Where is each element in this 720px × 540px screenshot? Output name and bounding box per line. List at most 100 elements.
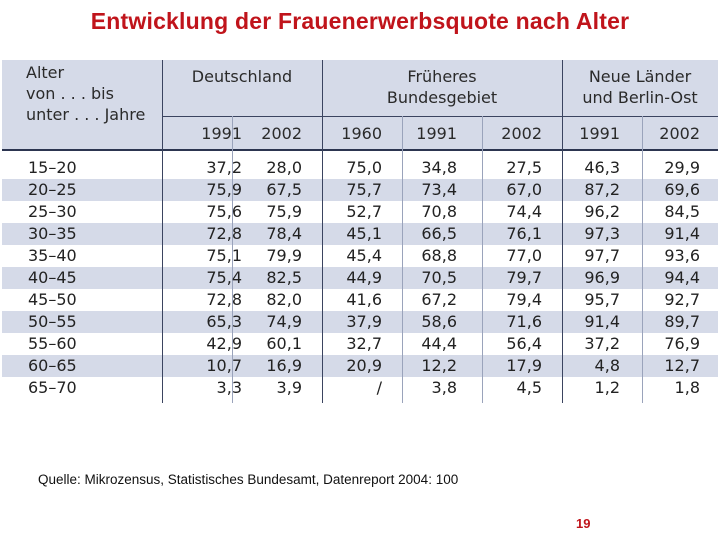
table-cell: 78,4	[266, 224, 302, 243]
table-cell: 34,8	[421, 158, 457, 177]
table-cell: /	[376, 378, 382, 397]
table-cell: 69,6	[664, 180, 700, 199]
table-cell: 71,6	[506, 312, 542, 331]
table-cell: 73,4	[421, 180, 457, 199]
age-label: 55–60	[28, 334, 77, 353]
group-divider	[162, 116, 718, 117]
year-label: 1991	[579, 124, 620, 143]
column-divider	[562, 60, 563, 403]
table-cell: 4,5	[516, 378, 542, 397]
table-cell: 52,7	[346, 202, 382, 221]
table-cell: 96,2	[584, 202, 620, 221]
table-cell: 77,0	[506, 246, 542, 265]
year-label: 1960	[341, 124, 382, 143]
age-label: 65–70	[28, 378, 77, 397]
table-cell: 29,9	[664, 158, 700, 177]
age-label: 40–45	[28, 268, 77, 287]
table-cell: 60,1	[266, 334, 302, 353]
row-header-label: von . . . bis	[26, 84, 114, 103]
table-cell: 10,7	[206, 356, 242, 375]
table-cell: 41,6	[346, 290, 382, 309]
header-background	[2, 60, 718, 150]
table-cell: 75,0	[346, 158, 382, 177]
year-label: 2002	[501, 124, 542, 143]
table-cell: 89,7	[664, 312, 700, 331]
group-label: Deutschland	[191, 67, 293, 86]
table-cell: 56,4	[506, 334, 542, 353]
table-cell: 3,8	[431, 378, 457, 397]
year-divider	[642, 116, 643, 403]
table-cell: 42,9	[206, 334, 242, 353]
group-label: und Berlin-Ost	[582, 88, 698, 107]
row-band	[2, 311, 718, 333]
slide-title: Entwicklung der Frauenerwerbsquote nach …	[90, 8, 630, 34]
table-cell: 58,6	[421, 312, 457, 331]
table-cell: 1,2	[594, 378, 620, 397]
table-cell: 3,3	[216, 378, 242, 397]
age-label: 50–55	[28, 312, 77, 331]
table-cell: 28,0	[266, 158, 302, 177]
table-cell: 70,8	[421, 202, 457, 221]
table-cell: 37,9	[346, 312, 382, 331]
table-cell: 75,9	[266, 202, 302, 221]
table-cell: 79,4	[506, 290, 542, 309]
table-cell: 72,8	[206, 290, 242, 309]
table-cell: 92,7	[664, 290, 700, 309]
age-label: 15–20	[28, 158, 77, 177]
table-cell: 79,9	[266, 246, 302, 265]
column-divider	[162, 60, 163, 403]
row-band	[2, 355, 718, 377]
table-cell: 12,2	[421, 356, 457, 375]
row-header-label: unter . . . Jahre	[26, 105, 146, 124]
table-cell: 3,9	[276, 378, 302, 397]
table-cell: 95,7	[584, 290, 620, 309]
table-cell: 4,8	[594, 356, 620, 375]
age-label: 60–65	[28, 356, 77, 375]
table-cell: 67,5	[266, 180, 302, 199]
table-cell: 20,9	[346, 356, 382, 375]
row-band	[2, 223, 718, 245]
table-cell: 72,8	[206, 224, 242, 243]
table-cell: 12,7	[664, 356, 700, 375]
table-cell: 17,9	[506, 356, 542, 375]
table-cell: 45,4	[346, 246, 382, 265]
table-cell: 44,4	[421, 334, 457, 353]
table-cell: 76,9	[664, 334, 700, 353]
year-label: 2002	[659, 124, 700, 143]
group-label: Früheres	[407, 67, 477, 86]
table-cell: 91,4	[664, 224, 700, 243]
age-label: 35–40	[28, 246, 77, 265]
table-cell: 70,5	[421, 268, 457, 287]
table-cell: 37,2	[584, 334, 620, 353]
year-label: 1991	[416, 124, 457, 143]
table-cell: 66,5	[421, 224, 457, 243]
table-cell: 27,5	[506, 158, 542, 177]
age-label: 25–30	[28, 202, 77, 221]
table-cell: 68,8	[421, 246, 457, 265]
table-cell: 84,5	[664, 202, 700, 221]
header-divider	[2, 149, 718, 151]
table-cell: 82,5	[266, 268, 302, 287]
table-cell: 37,2	[206, 158, 242, 177]
year-divider	[232, 116, 233, 403]
row-header-label: Alter	[26, 63, 65, 82]
table-cell: 82,0	[266, 290, 302, 309]
table-cell: 91,4	[584, 312, 620, 331]
table-cell: 94,4	[664, 268, 700, 287]
age-label: 20–25	[28, 180, 77, 199]
group-label: Neue Länder	[588, 67, 692, 86]
year-divider	[482, 116, 483, 403]
table-cell: 76,1	[506, 224, 542, 243]
year-divider	[402, 116, 403, 403]
table-cell: 75,4	[206, 268, 242, 287]
year-label: 1991	[201, 124, 242, 143]
year-label: 2002	[261, 124, 302, 143]
table-cell: 74,4	[506, 202, 542, 221]
table-cell: 79,7	[506, 268, 542, 287]
table-cell: 87,2	[584, 180, 620, 199]
table-cell: 67,0	[506, 180, 542, 199]
table-cell: 75,9	[206, 180, 242, 199]
table-cell: 1,8	[674, 378, 700, 397]
table-cell: 93,6	[664, 246, 700, 265]
table-cell: 16,9	[266, 356, 302, 375]
